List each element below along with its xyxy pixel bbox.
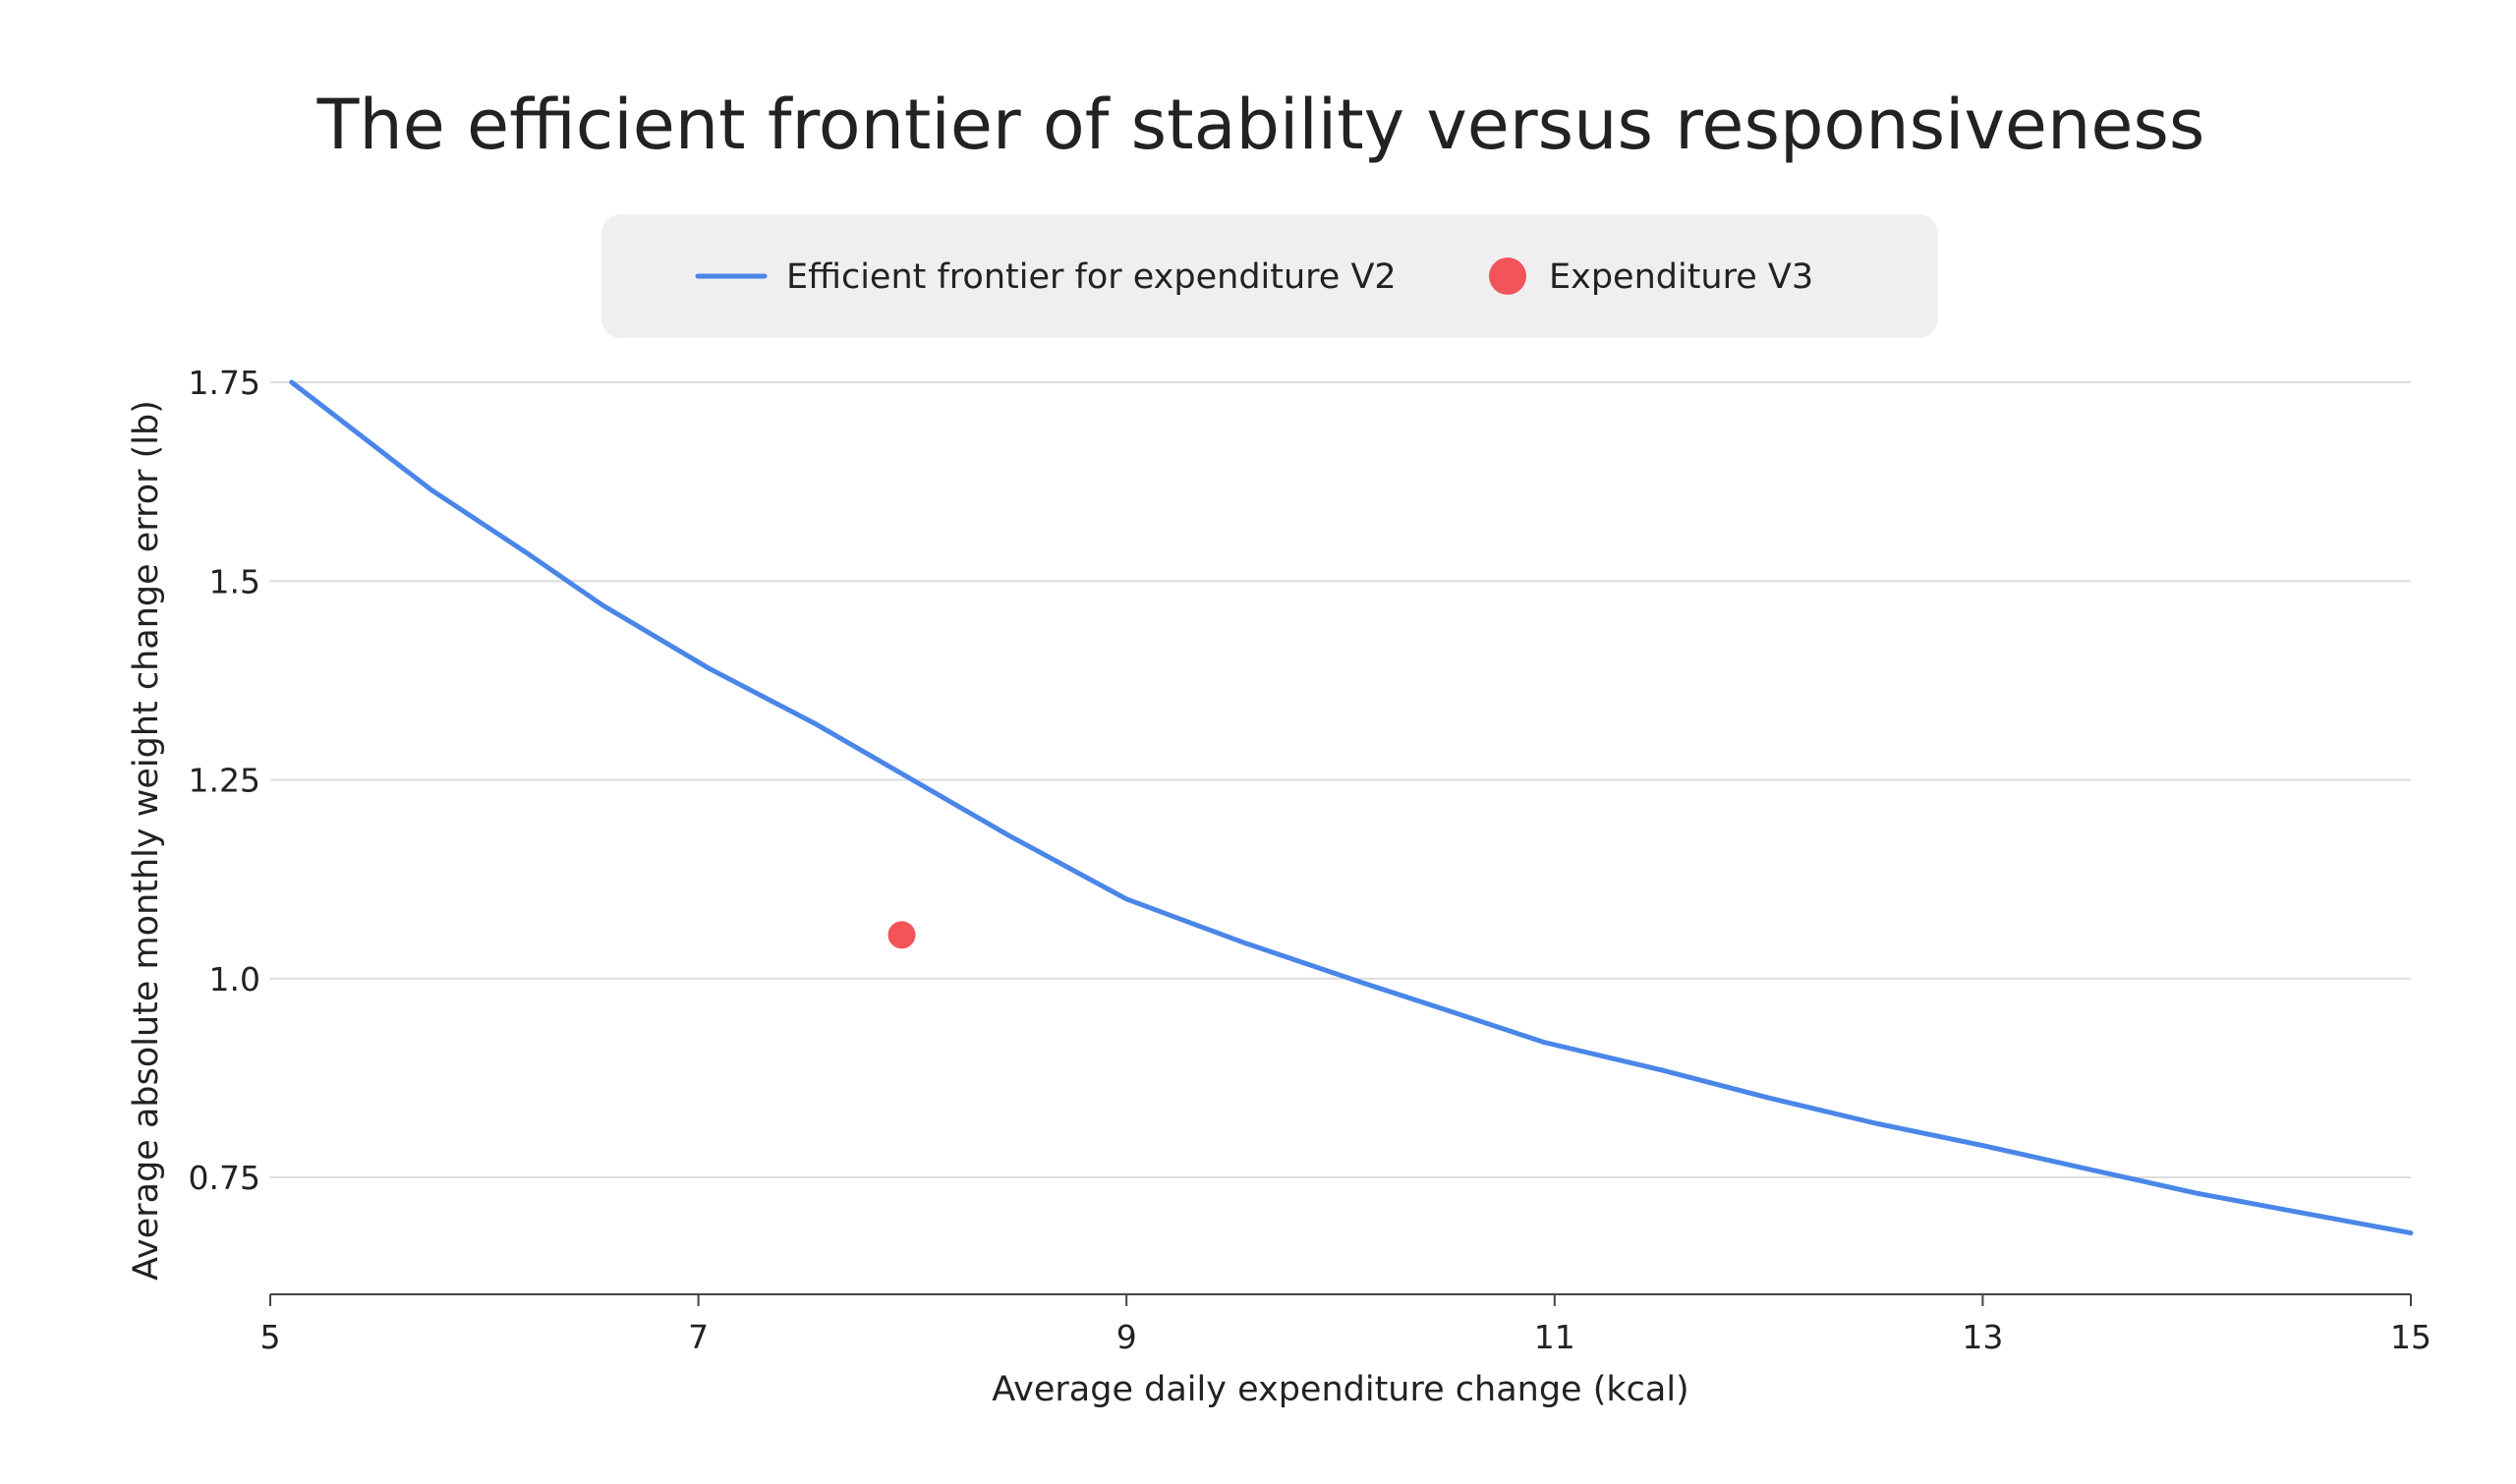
x-tick-label: 5 xyxy=(260,1318,281,1356)
grid xyxy=(270,381,2411,1178)
x-axis-label: Average daily expenditure change (kcal) xyxy=(992,1370,1688,1409)
y-tick-label: 1.25 xyxy=(189,762,260,800)
frontier-line xyxy=(289,379,2414,1236)
y-tick-label: 1.75 xyxy=(189,364,260,402)
y-tick-label: 1.0 xyxy=(209,960,260,999)
x-tick-label: 9 xyxy=(1116,1318,1137,1356)
legend-box xyxy=(601,214,1938,338)
y-tick-label: 1.5 xyxy=(209,562,260,600)
scatter-points xyxy=(887,921,916,949)
legend-dot-swatch xyxy=(1489,257,1526,295)
x-axis-ticks: 5 7 9 11 13 15 xyxy=(260,1294,2431,1356)
x-tick-label: 13 xyxy=(1962,1318,2003,1356)
y-tick-label: 0.75 xyxy=(189,1159,260,1197)
scatter-point-v3 xyxy=(887,921,916,949)
chart-title: The efficient frontier of stability vers… xyxy=(316,85,2205,165)
legend-label-frontier: Efficient frontier for expenditure V2 xyxy=(786,257,1397,297)
x-tick-label: 11 xyxy=(1534,1318,1575,1356)
y-axis-label: Average absolute monthly weight change e… xyxy=(127,400,166,1281)
x-tick-label: 15 xyxy=(2390,1318,2431,1356)
y-axis-ticks: 0.75 1.0 1.25 1.5 1.75 xyxy=(189,364,260,1197)
x-tick-label: 7 xyxy=(688,1318,709,1356)
legend: Efficient frontier for expenditure V2 Ex… xyxy=(601,214,1938,338)
legend-label-v3: Expenditure V3 xyxy=(1549,257,1813,297)
